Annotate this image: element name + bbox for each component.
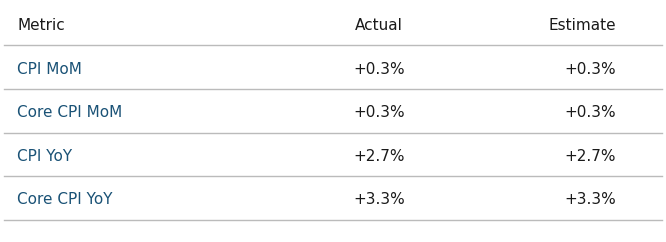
Text: +2.7%: +2.7% xyxy=(564,149,616,164)
Text: Estimate: Estimate xyxy=(548,18,616,33)
Text: CPI MoM: CPI MoM xyxy=(17,62,82,77)
Text: +3.3%: +3.3% xyxy=(564,192,616,207)
Text: Actual: Actual xyxy=(355,18,403,33)
Text: +0.3%: +0.3% xyxy=(564,105,616,120)
Text: +0.3%: +0.3% xyxy=(353,62,405,77)
Text: +0.3%: +0.3% xyxy=(353,105,405,120)
Text: Core CPI MoM: Core CPI MoM xyxy=(17,105,123,120)
Text: Metric: Metric xyxy=(17,18,65,33)
Text: +2.7%: +2.7% xyxy=(353,149,405,164)
Text: Core CPI YoY: Core CPI YoY xyxy=(17,192,113,207)
Text: +3.3%: +3.3% xyxy=(353,192,405,207)
Text: CPI YoY: CPI YoY xyxy=(17,149,73,164)
Text: +0.3%: +0.3% xyxy=(564,62,616,77)
